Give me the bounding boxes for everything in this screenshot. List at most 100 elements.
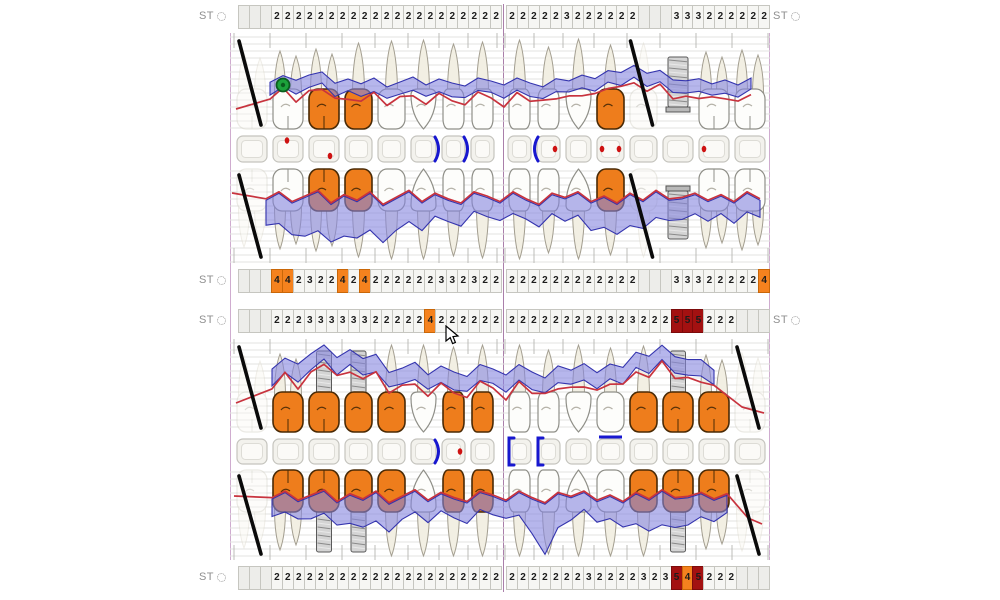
probing-depth-cell[interactable]: 2: [560, 309, 573, 333]
probing-depth-cell[interactable]: 2: [490, 566, 503, 590]
probing-depth-cell[interactable]: 5: [670, 566, 683, 590]
occlusal-view-box[interactable]: [377, 135, 406, 163]
occlusal-view-box[interactable]: [662, 135, 694, 163]
occlusal-view-box[interactable]: [565, 135, 592, 163]
tooth-upper-12[interactable]: [603, 43, 618, 94]
occlusal-view-box[interactable]: [344, 135, 373, 163]
cusp-mark: [541, 406, 551, 411]
probing-depth-cell[interactable]: 2: [571, 309, 584, 333]
occlusal-view-box[interactable]: [272, 438, 304, 465]
occlusal-view-box[interactable]: [344, 438, 373, 465]
occlusal-inner: [277, 443, 299, 460]
cusp-mark: [670, 488, 681, 493]
probing-depth-cell[interactable]: 2: [626, 5, 639, 29]
tooth-upper-7[interactable]: [446, 42, 461, 94]
implant-thread: [317, 542, 331, 546]
cusp-mark: [280, 103, 291, 108]
cusp-mark: [603, 187, 613, 192]
probing-depth-cell[interactable]: 2: [604, 269, 617, 293]
cusp-mark: [571, 488, 581, 493]
occlusal-view-box[interactable]: [410, 135, 440, 163]
probing-depth-cell[interactable]: 2: [714, 309, 727, 333]
probing-depth-cell[interactable]: 2: [506, 269, 518, 293]
st-settings-icon[interactable]: [791, 11, 801, 21]
occlusal-view-box[interactable]: [410, 438, 440, 465]
occlusal-view-box[interactable]: [441, 135, 469, 163]
tooth-upper-6[interactable]: [416, 38, 431, 94]
occlusal-view-box[interactable]: [236, 438, 268, 465]
caries-dot-icon: [616, 145, 622, 153]
missing-tooth-mark: [237, 345, 263, 430]
probing-depth-cell[interactable]: [758, 566, 771, 590]
mouse-cursor: [445, 325, 460, 345]
occlusal-view-box[interactable]: [236, 135, 268, 163]
st-settings-icon[interactable]: [217, 275, 226, 285]
probing-depth-cell[interactable]: 2: [659, 309, 672, 333]
occlusal-view-box[interactable]: [470, 135, 495, 163]
probing-depth-cell[interactable]: 2: [457, 566, 470, 590]
probing-depth-cell[interactable]: 2: [758, 5, 771, 29]
st-settings-icon[interactable]: [791, 315, 801, 325]
cusp-mark: [512, 103, 522, 108]
tooth-upper-5[interactable]: [384, 39, 399, 94]
occlusal-view-box[interactable]: [308, 438, 340, 465]
probing-depth-cell[interactable]: 2: [468, 5, 481, 29]
occlusal-view-box[interactable]: [377, 438, 406, 465]
occlusal-inner: [703, 140, 725, 158]
occlusal-view-box[interactable]: [533, 135, 561, 163]
occlusal-view-box[interactable]: [662, 438, 694, 465]
tooth-lower-11[interactable]: [571, 507, 586, 558]
tooth-upper-16[interactable]: [735, 48, 765, 94]
occlusal-view-box[interactable]: [470, 438, 495, 465]
implant-thread: [671, 546, 685, 550]
cusp-mark: [351, 406, 361, 411]
occlusal-view-box[interactable]: [698, 438, 730, 465]
tooth-upper-9[interactable]: [512, 206, 527, 261]
furcation-green-marker[interactable]: [275, 77, 291, 93]
caries-dot-icon: [599, 145, 605, 153]
occlusal-inner: [349, 443, 368, 460]
dental-implant[interactable]: [316, 507, 332, 553]
tooth-root: [253, 56, 267, 94]
occlusal-view-box[interactable]: [734, 438, 766, 465]
probing-depth-cell[interactable]: 2: [490, 5, 503, 29]
tooth-lower-8[interactable]: [475, 507, 490, 558]
occlusal-view-box[interactable]: [698, 135, 730, 163]
implant-thread: [317, 530, 331, 534]
st-label-lower-top-left: ST: [150, 312, 226, 328]
crown-restoration: [344, 391, 373, 433]
probing-depth-cell[interactable]: 2: [490, 309, 503, 333]
probing-depth-cell[interactable]: 2: [270, 566, 283, 590]
occlusal-view-box[interactable]: [596, 135, 625, 163]
occlusal-view-box[interactable]: [734, 135, 766, 163]
probing-depth-cell[interactable]: 2: [490, 269, 503, 293]
probing-depth-cell[interactable]: 2: [725, 566, 738, 590]
tooth-upper-8[interactable]: [475, 206, 490, 260]
cusp-mark: [636, 103, 646, 108]
occlusal-view-box[interactable]: [629, 135, 658, 163]
probing-depth-cell[interactable]: 4: [758, 269, 771, 293]
probing-depth-cell[interactable]: 3: [446, 269, 459, 293]
occlusal-view-box[interactable]: [507, 436, 532, 467]
tooth-lower-3[interactable]: [316, 507, 332, 553]
cusp-mark: [541, 103, 551, 108]
probing-depth-cell[interactable]: [758, 309, 771, 333]
probing-depth-cell[interactable]: 2: [538, 309, 551, 333]
st-settings-icon[interactable]: [217, 572, 226, 582]
occlusal-inner: [703, 443, 725, 460]
occlusal-view-box[interactable]: [565, 438, 592, 465]
tooth-crown: [508, 391, 531, 433]
implant-thread: [671, 381, 685, 385]
occlusal-view-box[interactable]: [272, 135, 304, 163]
occlusal-view-box[interactable]: [596, 435, 625, 465]
occlusal-view-box[interactable]: [507, 135, 532, 163]
probing-depth-cell[interactable]: 2: [593, 309, 606, 333]
occlusal-view-box[interactable]: [441, 438, 466, 465]
st-settings-icon[interactable]: [217, 315, 226, 325]
st-settings-icon[interactable]: [217, 11, 226, 21]
occlusal-view-box[interactable]: [308, 135, 340, 163]
occlusal-view-box[interactable]: [536, 436, 561, 467]
tooth-upper-4[interactable]: [351, 41, 366, 94]
occlusal-view-box[interactable]: [629, 438, 658, 465]
probing-depth-cell[interactable]: 2: [468, 566, 481, 590]
